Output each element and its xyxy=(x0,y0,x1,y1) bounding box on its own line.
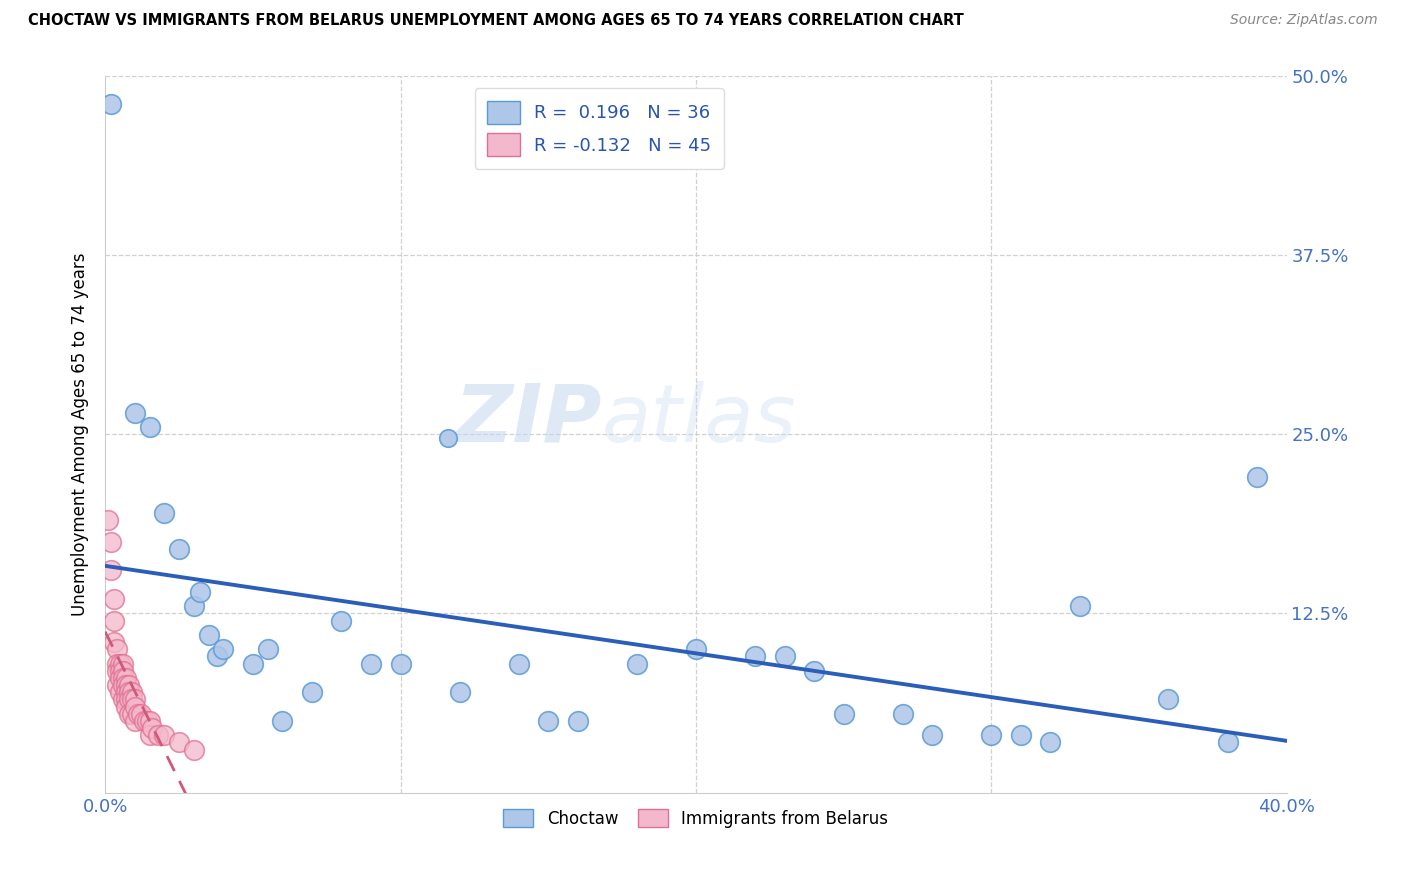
Point xyxy=(115,671,138,685)
Point xyxy=(118,706,141,721)
Point xyxy=(626,657,648,671)
Point xyxy=(100,534,122,549)
Point xyxy=(111,678,134,692)
Point xyxy=(132,714,155,728)
Point xyxy=(108,671,131,685)
Point xyxy=(111,664,134,678)
Point xyxy=(127,706,149,721)
Point xyxy=(124,406,146,420)
Point xyxy=(183,742,205,756)
Point xyxy=(744,649,766,664)
Point xyxy=(103,635,125,649)
Point xyxy=(115,685,138,699)
Point xyxy=(167,541,190,556)
Point xyxy=(1010,728,1032,742)
Point xyxy=(138,714,160,728)
Point xyxy=(188,585,211,599)
Point xyxy=(389,657,412,671)
Point xyxy=(97,513,120,527)
Point xyxy=(537,714,560,728)
Point xyxy=(449,685,471,699)
Point xyxy=(148,728,170,742)
Point xyxy=(242,657,264,671)
Point xyxy=(921,728,943,742)
Point xyxy=(1069,599,1091,614)
Point xyxy=(330,614,353,628)
Point xyxy=(891,706,914,721)
Point xyxy=(212,642,235,657)
Point xyxy=(567,714,589,728)
Point xyxy=(118,685,141,699)
Point xyxy=(197,628,219,642)
Point xyxy=(124,714,146,728)
Point xyxy=(301,685,323,699)
Point xyxy=(167,735,190,749)
Point xyxy=(105,664,128,678)
Point xyxy=(685,642,707,657)
Point xyxy=(508,657,530,671)
Legend: Choctaw, Immigrants from Belarus: Choctaw, Immigrants from Belarus xyxy=(496,803,896,835)
Point xyxy=(124,699,146,714)
Y-axis label: Unemployment Among Ages 65 to 74 years: Unemployment Among Ages 65 to 74 years xyxy=(72,252,89,615)
Point xyxy=(1039,735,1062,749)
Point xyxy=(115,699,138,714)
Point xyxy=(105,642,128,657)
Point xyxy=(100,97,122,112)
Point xyxy=(1216,735,1239,749)
Point xyxy=(129,706,152,721)
Point xyxy=(183,599,205,614)
Point xyxy=(108,685,131,699)
Text: CHOCTAW VS IMMIGRANTS FROM BELARUS UNEMPLOYMENT AMONG AGES 65 TO 74 YEARS CORREL: CHOCTAW VS IMMIGRANTS FROM BELARUS UNEMP… xyxy=(28,13,965,29)
Point xyxy=(1246,470,1268,484)
Point xyxy=(141,721,163,735)
Point xyxy=(103,614,125,628)
Point xyxy=(108,664,131,678)
Point xyxy=(207,649,229,664)
Point xyxy=(111,671,134,685)
Point xyxy=(118,678,141,692)
Point xyxy=(153,728,176,742)
Point xyxy=(121,692,143,706)
Point xyxy=(121,706,143,721)
Text: ZIP: ZIP xyxy=(454,381,602,458)
Point xyxy=(832,706,855,721)
Point xyxy=(124,692,146,706)
Point xyxy=(111,657,134,671)
Point xyxy=(105,678,128,692)
Point xyxy=(138,420,160,434)
Point xyxy=(100,563,122,577)
Point xyxy=(803,664,825,678)
Point xyxy=(773,649,796,664)
Text: atlas: atlas xyxy=(602,381,796,458)
Point xyxy=(980,728,1002,742)
Text: Source: ZipAtlas.com: Source: ZipAtlas.com xyxy=(1230,13,1378,28)
Point xyxy=(153,506,176,520)
Point xyxy=(108,657,131,671)
Point xyxy=(135,714,157,728)
Point xyxy=(118,692,141,706)
Point xyxy=(256,642,278,657)
Point xyxy=(360,657,382,671)
Point xyxy=(103,592,125,607)
Point xyxy=(950,76,973,90)
Point xyxy=(271,714,294,728)
Point xyxy=(121,685,143,699)
Point xyxy=(1157,692,1180,706)
Point xyxy=(115,678,138,692)
Point xyxy=(111,692,134,706)
Point xyxy=(115,692,138,706)
Point xyxy=(105,657,128,671)
Point xyxy=(138,728,160,742)
